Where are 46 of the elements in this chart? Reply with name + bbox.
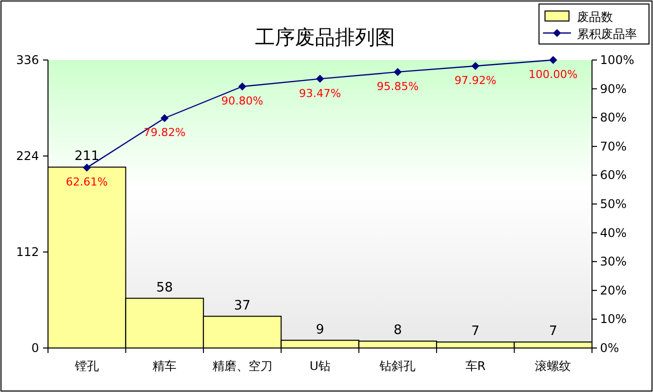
y2-tick-label: 60% xyxy=(600,168,627,182)
chart-title: 工序废品排列图 xyxy=(255,25,395,49)
data-label: 211 xyxy=(74,149,100,164)
y-tick-label: 336 xyxy=(16,53,39,67)
data-label: 95.85% xyxy=(376,80,419,93)
y2-tick-label: 20% xyxy=(600,283,627,298)
y-tick-label: 224 xyxy=(16,149,39,163)
data-label: 100.00% xyxy=(528,68,578,81)
x-tick-label: 镗孔 xyxy=(74,359,99,373)
x-tick-label: 精磨、空刀 xyxy=(212,359,272,373)
x-tick-label: U钻 xyxy=(310,359,330,373)
x-tick-label: 滚螺纹 xyxy=(535,359,572,373)
y2-tick-label: 70% xyxy=(600,139,627,154)
data-label: 8 xyxy=(394,323,402,338)
data-label: 62.61% xyxy=(66,176,108,189)
y2-tick-label: 100% xyxy=(600,53,634,67)
point xyxy=(316,74,324,83)
y-tick-label: 0 xyxy=(31,341,39,355)
point xyxy=(549,56,558,64)
legend-label: 废品数 xyxy=(577,10,613,24)
y2-tick-label: 30% xyxy=(600,254,627,269)
x-tick-label: 精车 xyxy=(152,359,177,373)
x-tick-label: 车R xyxy=(465,359,486,373)
y2-tick-label: 90% xyxy=(600,82,627,96)
y2-tick-label: 50% xyxy=(600,197,627,211)
y2-tick-label: 0% xyxy=(600,341,620,355)
point xyxy=(238,82,246,90)
data-label: 37 xyxy=(234,298,251,314)
data-label: 93.47% xyxy=(299,86,341,100)
data-label: 79.82% xyxy=(144,126,186,140)
point xyxy=(471,62,480,70)
point xyxy=(82,164,91,172)
data-label: 7 xyxy=(471,324,480,339)
data-label: 90.80% xyxy=(221,94,264,108)
point xyxy=(394,68,402,76)
data-label: 7 xyxy=(549,324,558,339)
point xyxy=(160,114,169,122)
legend-label: 累积废品率 xyxy=(577,27,637,41)
y2-tick-label: 80% xyxy=(600,110,627,125)
data-label: 9 xyxy=(316,322,324,338)
data-label: 58 xyxy=(156,280,173,296)
x-tick-label: 钻斜孔 xyxy=(378,359,416,373)
y-tick-label: 112 xyxy=(16,245,39,259)
y2-tick-label: 40% xyxy=(600,226,627,240)
y2-tick-label: 10% xyxy=(600,312,627,326)
data-label: 97.92% xyxy=(454,74,496,87)
